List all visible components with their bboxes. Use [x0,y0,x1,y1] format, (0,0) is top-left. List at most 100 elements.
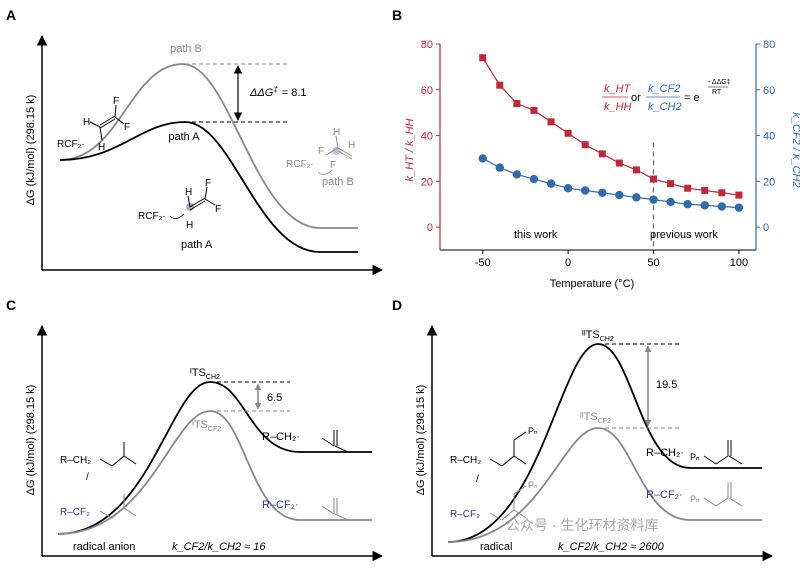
d-fragment-bottom [703,482,743,507]
svg-text:H: H [186,220,193,231]
data-point-square [718,189,726,197]
y-tick-label-right: 20 [763,176,775,188]
data-point-circle [563,184,573,193]
d-ch2-curve [447,343,762,543]
data-point-square [564,129,572,137]
c-rxn-top: R–CH₂· [262,431,300,443]
c-left-bottom: R–CF₂ [60,507,90,518]
svg-text:H: H [83,117,90,128]
data-point-square [496,81,504,89]
d-ts-bottom: ᴵᴵTSCF2 [580,411,611,425]
d-pn-bottom: Pₙ [690,494,700,504]
x-tick-label: 0 [565,257,571,269]
data-point-square [701,186,709,194]
data-point-square [667,180,675,188]
svg-text:F: F [330,160,336,171]
panel-c-letter: C [6,297,16,313]
chart-ylabel-left: k_HT / k_HH [404,118,416,181]
c-rxn-bottom: R–CF₂· [262,499,299,511]
data-point-square [598,150,606,158]
data-point-square [735,191,743,199]
data-point-circle [734,203,744,212]
svg-text:k_CF2: k_CF2 [648,83,680,95]
data-point-circle [632,193,641,202]
svg-text:H: H [98,142,105,153]
svg-text:H: H [348,140,355,151]
data-point-square [632,166,640,174]
y-tick-label-right: 0 [763,222,769,234]
data-point-circle [546,179,556,188]
svg-text:RT: RT [712,89,722,96]
region-this-work: this work [514,229,558,241]
svg-text:F: F [318,146,324,157]
chart-xlabel: Temperature (°C) [550,278,634,290]
panel-c: C ΔG (kJ/mol) (298.15 k) 6.5 ᴵTSCH2 ᴵTSC… [6,297,384,562]
d-left-top: R–CH₂ [450,455,481,466]
svg-text:F: F [205,178,211,189]
y-tick-label-left: 0 [427,222,433,234]
chart-ylabel-right: k_CF2 / k_CH2 [790,112,800,187]
d-left-pn-top: Pₙ [528,426,538,436]
c-ts-bottom: ᴵTSCF2 [192,419,221,433]
data-point-circle [717,202,727,211]
ddg-label: ΔΔG‡ = 8.1 [249,85,307,99]
c-ch2-curve [57,381,372,535]
d-ratio: k_CF2/k_CH2 ≈ 2600 [558,541,665,553]
y-tick-label-left: 80 [421,39,433,51]
path-a-label: path A [168,131,200,143]
c-fragment-top [321,430,349,453]
panel-d: D ΔG (kJ/mol) (298.15 k) 19.5 ᴵᴵTSCH2 ᴵᴵ… [392,297,774,562]
data-point-circle [529,174,539,184]
svg-text:F: F [215,204,221,215]
data-point-circle [512,170,522,179]
c-left-top-bonds [99,442,137,467]
data-point-square [615,159,623,167]
watermark: 公众号 · 生化环材资料库 [506,517,658,533]
svg-text:k_CH2: k_CH2 [648,101,682,113]
data-point-square [530,106,538,114]
data-point-circle [615,190,624,200]
rate-equation: k_HT k_HH or k_CF2 k_CH2 = e - ΔΔG‡ RT [602,79,731,113]
svg-text:H: H [333,127,340,138]
svg-text:or: or [631,92,641,104]
d-bottom-label: radical [480,541,512,553]
svg-text:RCF₂·: RCF₂· [57,139,85,150]
data-point-square [650,175,658,183]
c-left-slash: / [86,472,89,483]
d-left-slash: / [476,474,479,485]
data-point-circle [700,201,709,210]
svg-text:- ΔΔG‡: - ΔΔG‡ [708,79,731,86]
panel-d-letter: D [392,297,402,313]
alkene-right: RCF₂· H H F F path B [286,127,355,188]
series-line-right [482,157,739,209]
svg-text:= e: = e [684,92,700,104]
data-point-square [581,141,589,149]
panel-a: A ΔG (kJ/mol) (298.15 k) ΔΔG‡ = 8.1 path … [6,7,384,276]
data-point-square [684,184,692,192]
c-left-top: R–CH₂ [60,455,91,466]
svg-text:k_HH: k_HH [604,101,632,113]
data-point-circle [649,195,658,204]
y-tick-label-left: 60 [421,85,433,97]
path-b-curve [59,63,358,229]
data-point-circle [495,163,504,172]
panel-a-letter: A [6,7,16,23]
svg-text:k_HT: k_HT [604,83,632,95]
svg-text:RCF₂·: RCF₂· [138,211,166,222]
y-tick-label-left: 20 [421,176,433,188]
c-left-bottom-bonds [99,494,137,519]
data-point-circle [598,188,607,197]
series-line-left [482,57,739,196]
alkene-middle: RCF₂· H H F F path A [138,178,221,251]
y-tick-label-right: 60 [763,85,775,97]
svg-text:path A: path A [181,239,213,251]
panel-a-ylabel: ΔG (kJ/mol) (298.15 k) [25,95,37,206]
y-tick-label-right: 40 [763,131,775,143]
c-fragment-bottom [321,498,349,521]
data-point-square [513,100,521,108]
y-tick-label-right: 80 [763,39,775,51]
d-cf2-curve [447,427,762,543]
c-gap-value: 6.5 [267,392,282,404]
svg-text:F: F [113,96,119,107]
